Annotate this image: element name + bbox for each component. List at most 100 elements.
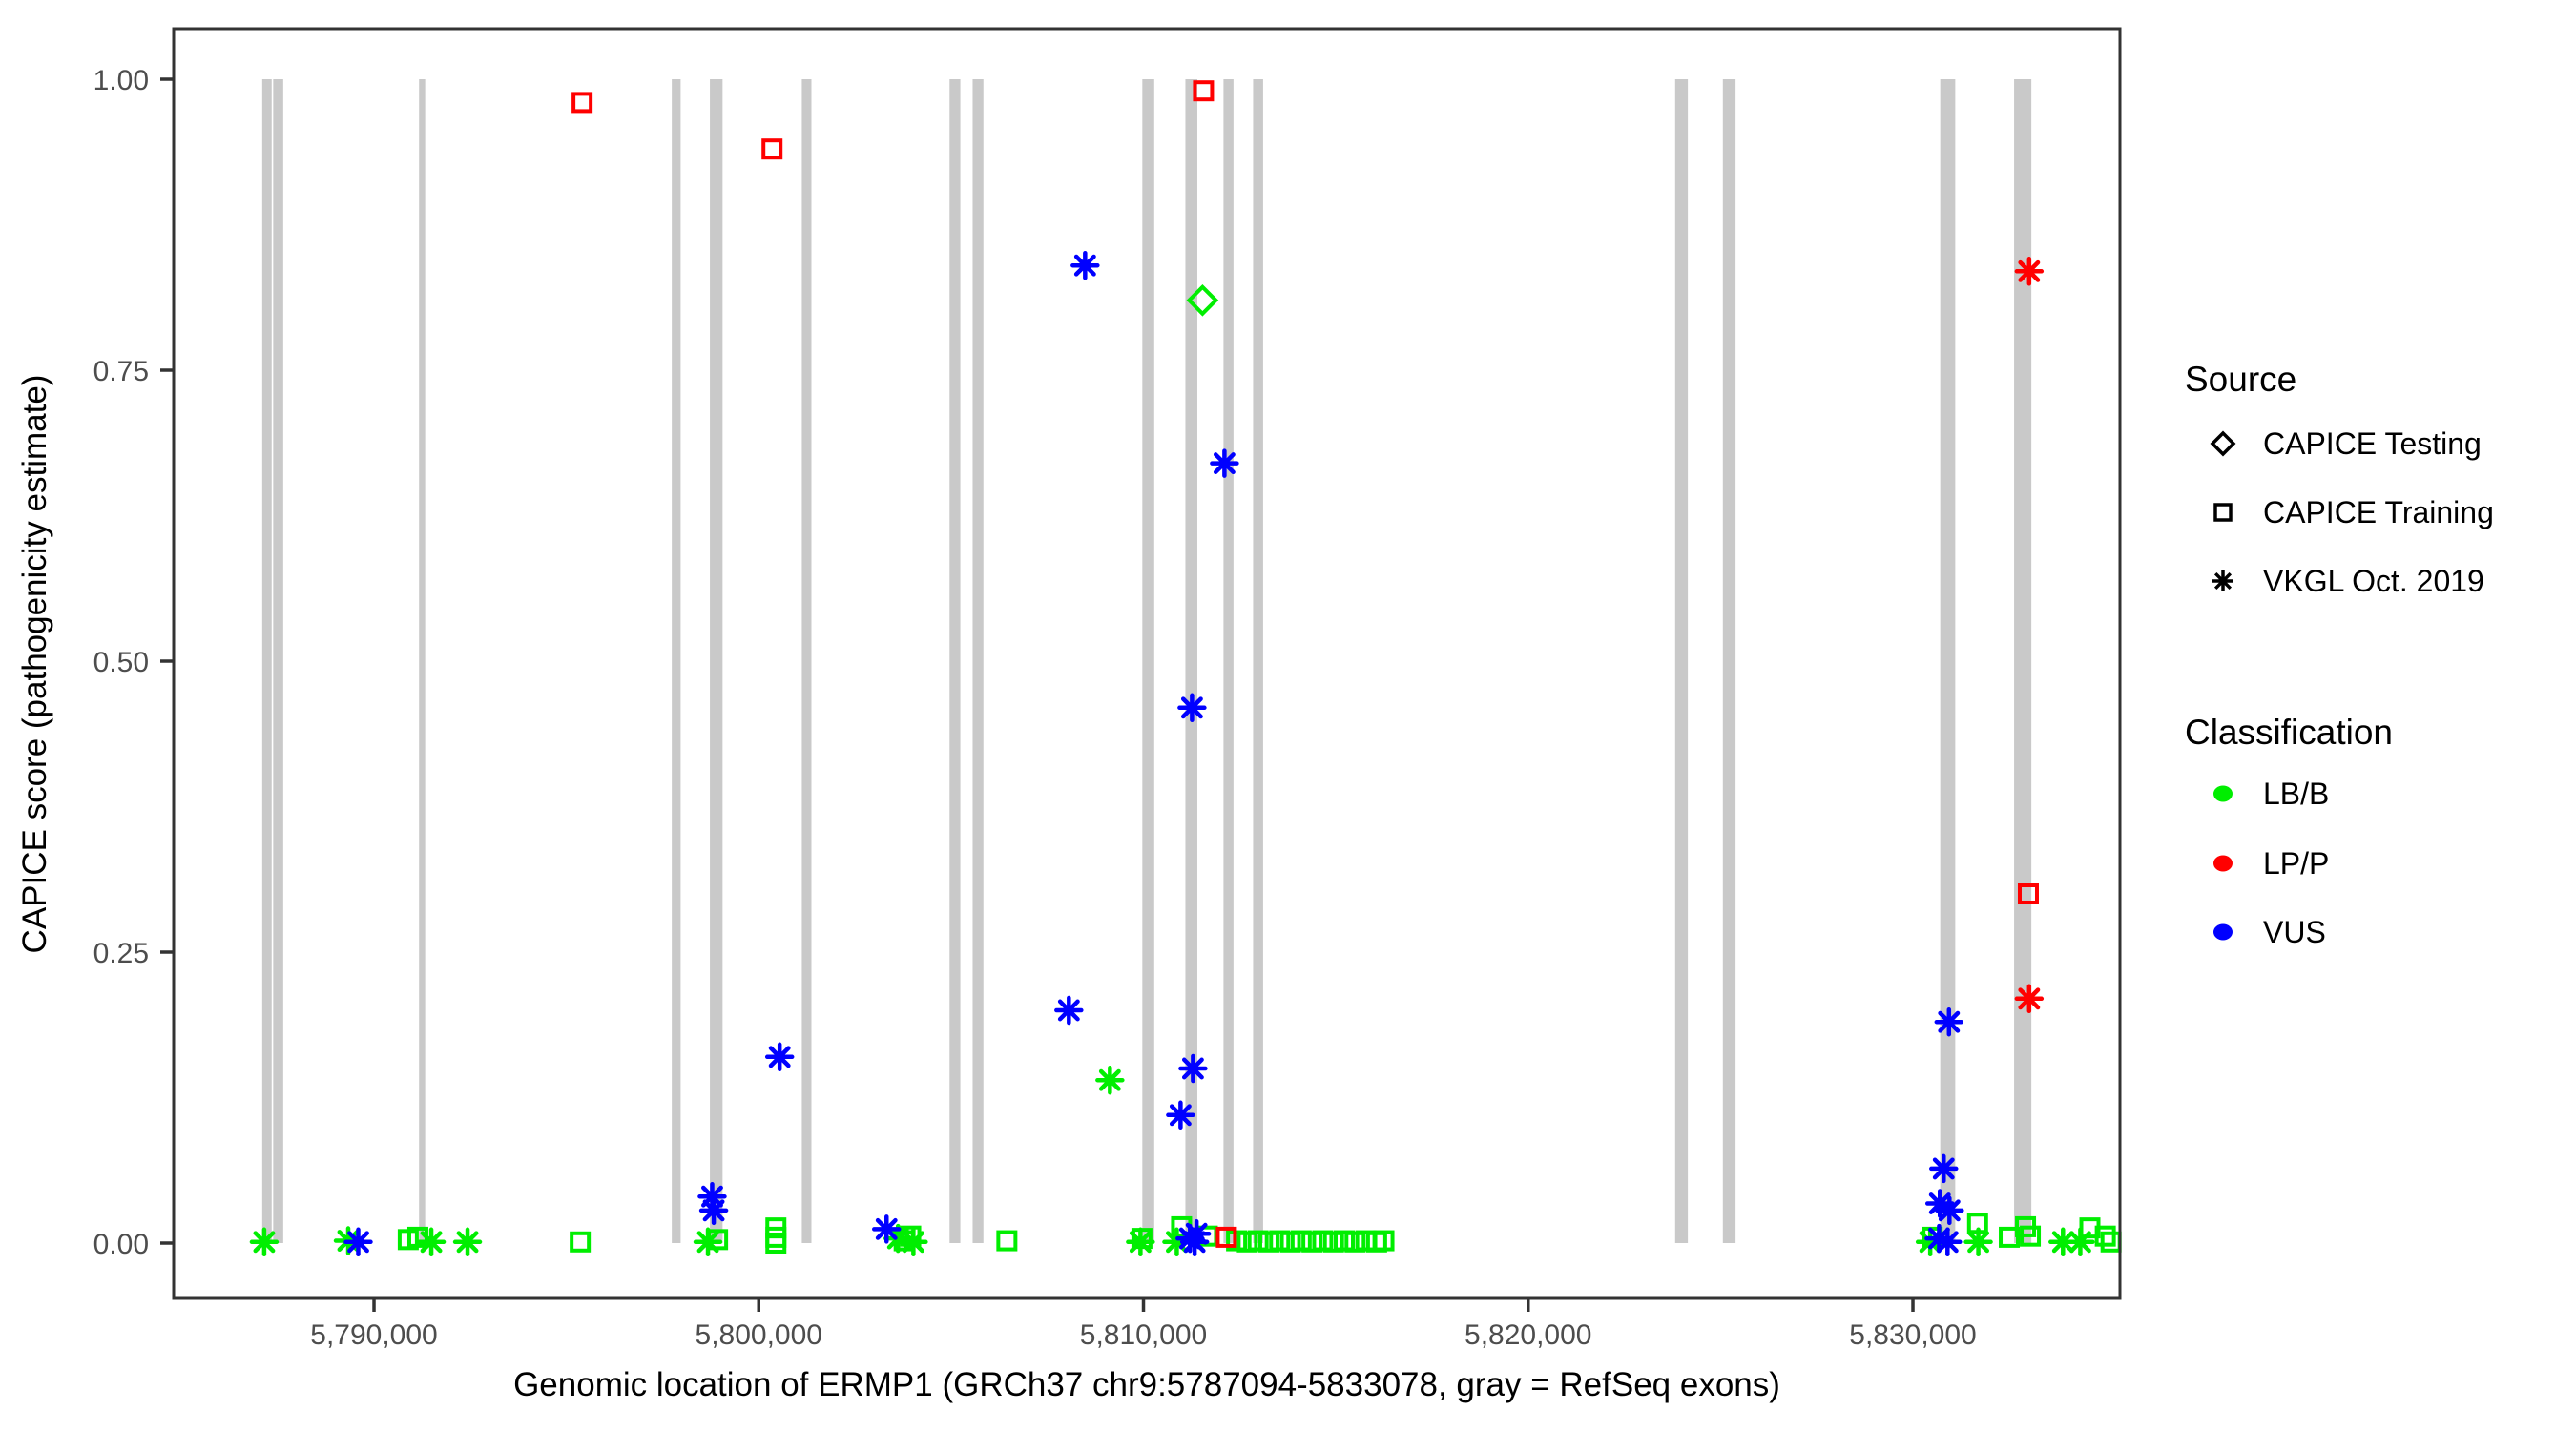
data-point-square xyxy=(570,1231,592,1253)
y-tick-label: 0.75 xyxy=(93,356,149,387)
data-point-asterisk xyxy=(452,1227,483,1257)
data-point-asterisk xyxy=(1915,1227,1945,1257)
legend-item-capice-training: CAPICE Training xyxy=(2213,495,2494,529)
exon-bar xyxy=(419,79,426,1243)
exon-bar xyxy=(1674,79,1689,1243)
data-point-asterisk xyxy=(883,1223,913,1254)
x-axis-ticks: 5,790,000 5,800,000 5,810,000 5,820,000 5,83… xyxy=(310,1298,1977,1351)
x-tick-label: 5,790,000 xyxy=(310,1319,437,1351)
exon-bar xyxy=(972,79,984,1243)
data-point-asterisk xyxy=(1054,995,1084,1026)
legend-item-label: VUS xyxy=(2263,915,2326,949)
square-icon xyxy=(2213,503,2233,522)
data-point-asterisk xyxy=(1933,1227,1963,1257)
x-tick-label: 5,820,000 xyxy=(1465,1319,1591,1351)
data-point-asterisk xyxy=(1162,1227,1192,1257)
data-point-square xyxy=(765,1233,787,1254)
exon-bar xyxy=(273,79,283,1243)
data-point-asterisk xyxy=(1070,250,1100,280)
data-point-asterisk xyxy=(2066,1227,2095,1257)
y-tick-label: 0.00 xyxy=(93,1229,149,1260)
x-tick-label: 5,810,000 xyxy=(1080,1319,1207,1351)
legend-item-capice-testing: CAPICE Testing xyxy=(2210,426,2482,461)
data-point-asterisk xyxy=(1210,448,1239,478)
vus-dot-icon xyxy=(2213,923,2233,941)
x-tick-label: 5,800,000 xyxy=(696,1319,822,1351)
data-point-asterisk xyxy=(1929,1153,1959,1184)
data-point-asterisk xyxy=(697,1181,727,1212)
data-point-square xyxy=(571,92,593,114)
y-axis-ticks: 0.00 0.25 0.50 0.75 1.00 xyxy=(93,65,174,1260)
legend-classification: Classification LB/B LP/P VUS xyxy=(2185,713,2393,949)
data-point-asterisk xyxy=(872,1214,902,1244)
data-point-asterisk xyxy=(764,1042,795,1072)
data-point-square xyxy=(1247,1230,1269,1252)
legend-source: Source CAPICE Testing CAPICE Training VK… xyxy=(2185,360,2494,598)
data-point-asterisk xyxy=(2014,257,2045,286)
exon-bar xyxy=(1185,79,1197,1243)
data-point-asterisk xyxy=(2048,1227,2078,1257)
lbb-dot-icon xyxy=(2213,785,2233,802)
data-point-square xyxy=(1290,1230,1312,1252)
legend-item-label: CAPICE Training xyxy=(2263,495,2494,529)
data-point-asterisk xyxy=(1177,693,1207,723)
data-point-square xyxy=(1373,1230,1395,1252)
legend-item-label: VKGL Oct. 2019 xyxy=(2263,564,2484,598)
data-point-asterisk xyxy=(1181,1218,1212,1249)
data-point-square xyxy=(1193,80,1215,102)
data-point-asterisk xyxy=(1934,1006,1964,1037)
data-point-square xyxy=(1269,1230,1291,1252)
exon-bars xyxy=(261,79,2032,1243)
exon-bar xyxy=(1722,79,1736,1243)
exon-bar xyxy=(710,79,723,1243)
data-point-square xyxy=(1257,1231,1279,1253)
exon-bar xyxy=(801,79,812,1243)
asterisk-icon xyxy=(2212,570,2233,591)
exon-bar xyxy=(1142,79,1154,1243)
legend-item-lbb: LB/B xyxy=(2213,777,2329,811)
y-axis-title: CAPICE score (pathogenicity estimate) xyxy=(16,375,53,954)
data-point-square xyxy=(1215,1226,1237,1248)
data-point-square xyxy=(2094,1225,2116,1247)
data-point-square xyxy=(1279,1231,1301,1253)
panel-border xyxy=(172,27,2122,1300)
legend-item-label: CAPICE Testing xyxy=(2263,426,2482,461)
y-tick-label: 0.50 xyxy=(93,647,149,678)
legend-classification-title: Classification xyxy=(2185,713,2393,752)
data-point-asterisk xyxy=(693,1227,723,1257)
exon-bar xyxy=(949,79,961,1243)
data-point-asterisk xyxy=(343,1227,373,1257)
data-point-square xyxy=(996,1230,1018,1252)
data-point-asterisk xyxy=(1963,1227,1993,1257)
x-tick-label: 5,830,000 xyxy=(1849,1319,1976,1351)
data-point-asterisk xyxy=(1924,1223,1954,1254)
data-point-asterisk xyxy=(899,1227,928,1257)
data-point-square xyxy=(1301,1231,1323,1253)
x-axis-title: Genomic location of ERMP1 (GRCh37 chr9:5… xyxy=(513,1366,1780,1403)
data-point-square xyxy=(2017,883,2039,904)
legend-item-label: LB/B xyxy=(2263,777,2329,811)
data-point-square xyxy=(1322,1231,1344,1253)
data-point-asterisk xyxy=(1166,1100,1195,1130)
exon-bar xyxy=(261,79,272,1243)
data-point-asterisk xyxy=(1095,1065,1125,1095)
data-point-diamond xyxy=(1186,283,1219,317)
lpp-dot-icon xyxy=(2213,855,2233,872)
legend-item-label: LP/P xyxy=(2263,846,2329,881)
legend-item-lpp: LP/P xyxy=(2213,846,2329,881)
exon-bar xyxy=(672,79,681,1243)
exon-bar xyxy=(1253,79,1263,1243)
data-points xyxy=(249,80,2122,1257)
data-point-asterisk xyxy=(1126,1227,1155,1257)
exon-bar xyxy=(1223,79,1234,1243)
data-point-square xyxy=(1334,1230,1356,1252)
data-point-square xyxy=(2020,1225,2042,1247)
data-point-asterisk xyxy=(2014,984,2045,1014)
legend-item-vkgl: VKGL Oct. 2019 xyxy=(2212,564,2484,598)
data-point-asterisk xyxy=(698,1195,729,1226)
data-point-asterisk xyxy=(1935,1195,1964,1226)
y-tick-label: 1.00 xyxy=(93,65,149,96)
legend-item-vus: VUS xyxy=(2213,915,2326,949)
